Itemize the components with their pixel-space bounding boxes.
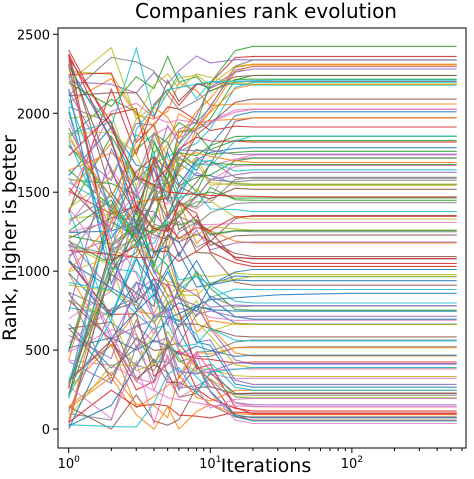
series-line-123 [68,79,457,382]
series-line-100 [68,245,457,304]
series-line-43 [68,260,457,412]
series-line-109 [68,135,457,397]
series-line-104 [68,122,457,182]
series-line-121 [68,49,457,198]
series-line-54 [68,75,457,385]
series-line-85 [68,60,457,258]
series-line-79 [68,121,457,213]
series-line-82 [68,55,457,108]
series-line-44 [68,324,457,385]
series-line-37 [68,339,457,421]
series-line-113 [68,57,457,267]
x-tick-label-0: 100 [58,455,81,472]
series-line-75 [68,323,457,377]
x-axis-label: Iterations [221,455,312,474]
series-line-122 [68,239,457,408]
series-line-112 [68,191,457,244]
series-line-41 [68,343,457,409]
series-line-23 [68,55,457,214]
series-line-10 [68,305,457,369]
series-line-88 [68,275,457,418]
series-line-35 [68,54,457,286]
plot-frame [57,27,467,449]
chart-title: Companies rank evolution [135,0,397,23]
series-line-99 [68,282,457,348]
series-line-106 [68,359,457,426]
series-line-39 [68,46,457,128]
series-line-62 [68,162,457,245]
y-axis-label: Rank, higher is better [0,135,21,341]
x-tick-label-2: 102 [341,455,363,472]
y-tick-label-5: 2500 [17,28,50,43]
series-line-9 [68,254,457,317]
series-line-94 [68,68,457,313]
series-line-111 [68,121,457,198]
series-line-84 [68,90,457,365]
series-line-117 [68,179,457,260]
y-ticks: 0 500 1000 1500 2000 2500 [17,28,58,438]
series-line-64 [68,209,457,292]
series-line-55 [68,74,457,119]
y-tick-label-4: 2000 [17,107,50,122]
series-line-92 [68,133,457,198]
series-line-17 [68,106,457,181]
series-line-51 [68,376,457,431]
series-line-97 [68,188,457,255]
series-line-105 [68,299,457,395]
series-line-77 [68,56,457,111]
series-line-119 [68,366,457,428]
series-line-102 [68,45,457,397]
series-layer [68,45,457,431]
series-line-116 [68,119,457,425]
series-line-46 [68,356,457,386]
series-line-5 [68,204,457,259]
series-line-78 [68,284,457,333]
series-line-53 [68,190,457,263]
y-tick-label-0: 0 [42,423,50,438]
series-line-90 [68,65,457,320]
series-line-60 [68,111,457,419]
series-line-120 [68,292,457,427]
y-tick-label-2: 1000 [17,265,50,280]
x-ticks: 100 101 102 [58,448,463,472]
series-line-56 [68,164,457,320]
series-line-87 [68,59,457,387]
y-tick-label-3: 1500 [17,186,50,201]
series-line-26 [68,185,457,269]
series-line-101 [68,63,457,272]
series-line-118 [68,46,457,121]
series-line-96 [68,108,457,233]
series-line-114 [68,277,457,342]
series-line-89 [68,107,457,391]
series-line-93 [68,215,457,259]
x-tick-label-1: 101 [199,455,221,472]
y-tick-label-1: 500 [25,344,50,359]
series-line-80 [68,89,457,388]
series-line-72 [68,209,457,269]
series-line-115 [68,156,457,231]
